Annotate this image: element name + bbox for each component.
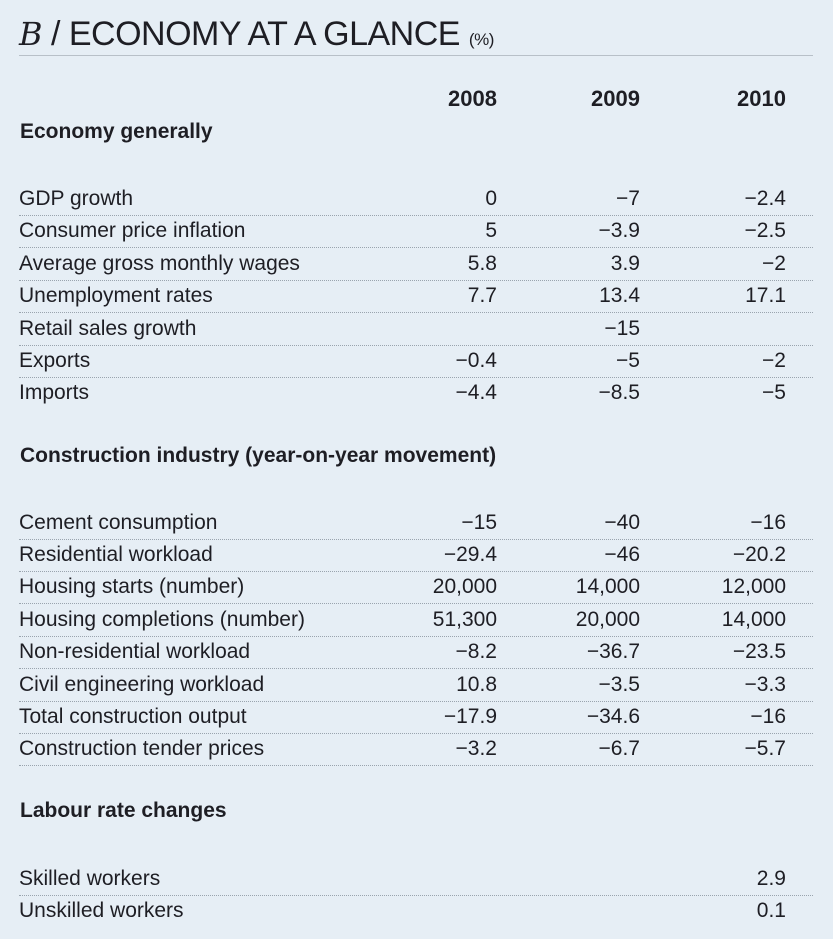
row-label: Construction tender prices <box>19 737 265 760</box>
table-row: Retail sales growth −15 <box>19 313 813 346</box>
cell-2008: −3.2 <box>455 737 497 760</box>
row-label: Skilled workers <box>19 867 161 890</box>
column-header-2008: 2008 <box>448 86 497 111</box>
row-label: Retail sales growth <box>19 317 197 340</box>
row-label: Exports <box>19 349 91 372</box>
title-text: ECONOMY AT A GLANCE <box>68 15 461 53</box>
cell-2010: −2.5 <box>744 219 786 242</box>
row-label: GDP growth <box>19 187 133 210</box>
cell-2008: −0.4 <box>455 349 497 372</box>
cell-2010: −20.2 <box>732 543 786 566</box>
cell-2008: 7.7 <box>467 284 497 307</box>
section-title: Labour rate changes <box>20 799 227 822</box>
cell-2008: 5.8 <box>467 252 497 275</box>
cell-2008: 20,000 <box>432 575 497 598</box>
table-row: GDP growth 0 −7 −2.4 <box>19 183 813 216</box>
cell-2009: −3.9 <box>598 219 640 242</box>
title-unit: (%) <box>468 30 494 49</box>
cell-2010: 12,000 <box>721 575 786 598</box>
row-label: Residential workload <box>19 543 213 566</box>
cell-2009: −46 <box>604 543 640 566</box>
title-separator: / <box>50 15 60 53</box>
table-row: Housing starts (number) 20,000 14,000 12,00… <box>19 571 813 604</box>
table-row: Average gross monthly wages 5.8 3.9 −2 <box>19 248 813 281</box>
section-title: Economy generally <box>20 120 213 143</box>
cell-2009: −34.6 <box>586 705 640 728</box>
cell-2009: −3.5 <box>598 673 640 696</box>
cell-2008: 51,300 <box>432 608 497 631</box>
cell-2008: −29.4 <box>443 543 497 566</box>
cell-2008: −17.9 <box>443 705 497 728</box>
cell-2009: 20,000 <box>575 608 640 631</box>
row-label: Unskilled workers <box>19 899 184 922</box>
cell-2008: 0 <box>485 187 497 210</box>
column-header-2010: 2010 <box>737 86 786 111</box>
cell-2010: −5.7 <box>744 737 786 760</box>
table-row: Civil engineering workload 10.8 −3.5 −3.3 <box>19 669 813 702</box>
section-title: Construction industry (year-on-year move… <box>20 444 497 467</box>
column-header-2009: 2009 <box>591 86 640 111</box>
table-row: Exports −0.4 −5 −2 <box>19 345 813 378</box>
table-row: Total construction output −17.9 −34.6 −16 <box>19 701 813 734</box>
row-label: Average gross monthly wages <box>19 252 300 275</box>
cell-2009: −8.5 <box>598 381 640 404</box>
cell-2009: −40 <box>604 511 640 534</box>
cell-2010: 14,000 <box>721 608 786 631</box>
cell-2008: −8.2 <box>455 640 497 663</box>
row-label: Consumer price inflation <box>19 219 246 242</box>
table-row: Construction tender prices −3.2 −6.7 −5.7 <box>19 733 813 766</box>
cell-2010: 0.1 <box>756 899 786 922</box>
table-row: Unemployment rates 7.7 13.4 17.1 <box>19 280 813 313</box>
cell-2009: −5 <box>616 349 640 372</box>
cell-2010: −5 <box>762 381 786 404</box>
row-label: Civil engineering workload <box>19 673 265 696</box>
table-row: Housing completions (number) 51,300 20,000… <box>19 604 813 637</box>
section-letter: B <box>19 15 43 53</box>
cell-2008: −4.4 <box>455 381 497 404</box>
cell-2009: −7 <box>616 187 640 210</box>
table-row: Imports −4.4 −8.5 −5 <box>19 377 813 409</box>
cell-2008: 5 <box>485 219 497 242</box>
table-row: Unskilled workers 0.1 <box>19 895 813 927</box>
cell-2010: 17.1 <box>745 284 786 307</box>
row-label: Housing starts (number) <box>19 575 245 598</box>
cell-2009: −15 <box>604 317 640 340</box>
table-row: Residential workload −29.4 −46 −20.2 <box>19 539 813 572</box>
page-title: B / ECONOMY AT A GLANCE (%) <box>19 12 494 62</box>
cell-2009: 13.4 <box>599 284 640 307</box>
row-label: Cement consumption <box>19 511 218 534</box>
cell-2010: −16 <box>750 705 786 728</box>
row-label: Imports <box>19 381 90 404</box>
table-row: Consumer price inflation 5 −3.9 −2.5 <box>19 215 813 248</box>
row-label: Housing completions (number) <box>19 608 305 631</box>
cell-2010: 2.9 <box>756 867 786 890</box>
title-divider <box>19 55 813 56</box>
table-row: Cement consumption −15 −40 −16 <box>19 507 813 540</box>
cell-2010: −16 <box>750 511 786 534</box>
cell-2010: −2 <box>762 252 786 275</box>
row-label: Unemployment rates <box>19 284 213 307</box>
cell-2008: 10.8 <box>456 673 497 696</box>
cell-2010: −23.5 <box>732 640 786 663</box>
cell-2009: −36.7 <box>586 640 640 663</box>
table-row: Skilled workers 2.9 <box>19 863 813 896</box>
table-row: Non-residential workload −8.2 −36.7 −23.5 <box>19 636 813 669</box>
cell-2009: 3.9 <box>610 252 640 275</box>
cell-2009: −6.7 <box>598 737 640 760</box>
cell-2010: −2.4 <box>744 187 786 210</box>
cell-2009: 14,000 <box>575 575 640 598</box>
cell-2008: −15 <box>461 511 497 534</box>
row-label: Total construction output <box>19 705 247 728</box>
row-label: Non-residential workload <box>19 640 251 663</box>
cell-2010: −3.3 <box>744 673 786 696</box>
cell-2010: −2 <box>762 349 786 372</box>
